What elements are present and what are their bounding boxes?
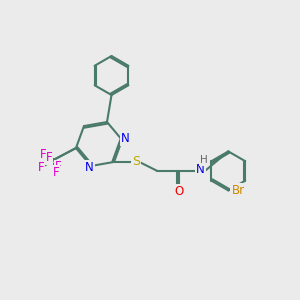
Text: F: F: [40, 148, 46, 161]
Text: F: F: [46, 152, 52, 164]
Text: O: O: [174, 184, 184, 197]
Text: F: F: [55, 160, 61, 173]
Text: N: N: [85, 161, 94, 174]
Text: F: F: [38, 161, 44, 174]
Text: N: N: [121, 132, 129, 145]
Text: Br: Br: [231, 184, 244, 197]
Text: F: F: [37, 160, 43, 173]
Text: H: H: [200, 155, 208, 165]
Text: F: F: [52, 166, 59, 178]
Text: S: S: [132, 155, 140, 168]
Text: N: N: [196, 163, 205, 176]
